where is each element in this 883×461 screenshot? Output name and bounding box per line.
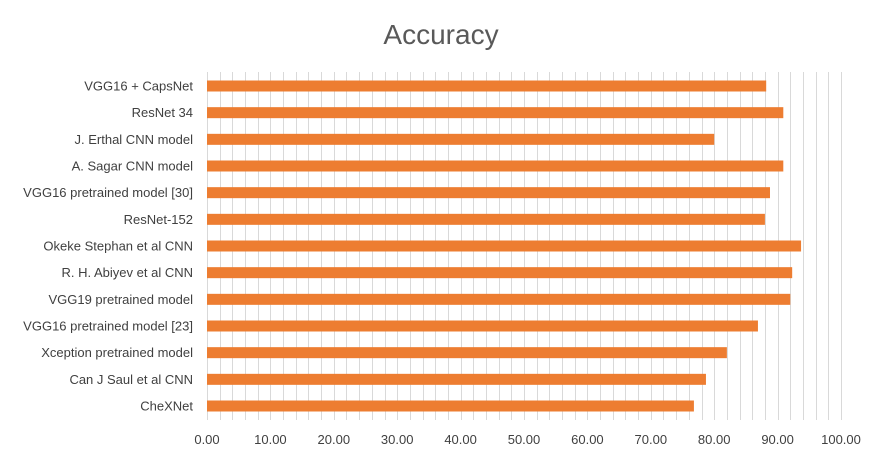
x-axis-tick-labels: 0.00 10.00 20.00 30.00 40.00 50.00 60.00 70.00 8… (194, 432, 861, 447)
bars (207, 80, 802, 412)
category-label: VGG16 pretrained model [30] (23, 185, 193, 200)
x-tick-label: 0.00 (194, 432, 219, 447)
category-label: VGG16 + CapsNet (84, 79, 193, 94)
bar (207, 213, 765, 225)
bar (207, 240, 802, 252)
category-labels: VGG16 + CapsNet ResNet 34 J. Erthal CNN mo… (23, 79, 193, 414)
category-label: Can J Saul et al CNN (69, 372, 193, 387)
bar (207, 320, 758, 332)
x-tick-label: 90.00 (761, 432, 794, 447)
category-label: R. H. Abiyev et al CNN (62, 265, 194, 280)
category-label: Okeke Stephan et al CNN (43, 239, 193, 254)
bar (207, 347, 727, 359)
bar (207, 400, 694, 412)
x-tick-label: 20.00 (318, 432, 351, 447)
x-tick-label: 30.00 (381, 432, 414, 447)
x-tick-label: 80.00 (698, 432, 731, 447)
chart-title: Accuracy (383, 19, 498, 50)
category-label: VGG16 pretrained model [23] (23, 319, 193, 334)
bar (207, 133, 715, 145)
category-label: Xception pretrained model (41, 345, 193, 360)
bar (207, 373, 706, 385)
x-tick-label: 60.00 (571, 432, 604, 447)
bar (207, 107, 784, 119)
category-label: ResNet 34 (132, 105, 193, 120)
category-label: A. Sagar CNN model (72, 159, 193, 174)
category-label: J. Erthal CNN model (75, 132, 194, 147)
x-tick-label: 40.00 (444, 432, 477, 447)
category-label: CheXNet (140, 399, 193, 414)
bar (207, 160, 784, 172)
x-tick-label: 10.00 (254, 432, 287, 447)
x-tick-label: 50.00 (508, 432, 541, 447)
category-label: VGG19 pretrained model (48, 292, 193, 307)
x-tick-label: 100.00 (821, 432, 861, 447)
x-tick-label: 70.00 (635, 432, 668, 447)
bar (207, 267, 793, 279)
bar (207, 187, 770, 199)
bar (207, 80, 767, 92)
bar (207, 293, 791, 305)
category-label: ResNet-152 (124, 212, 193, 227)
